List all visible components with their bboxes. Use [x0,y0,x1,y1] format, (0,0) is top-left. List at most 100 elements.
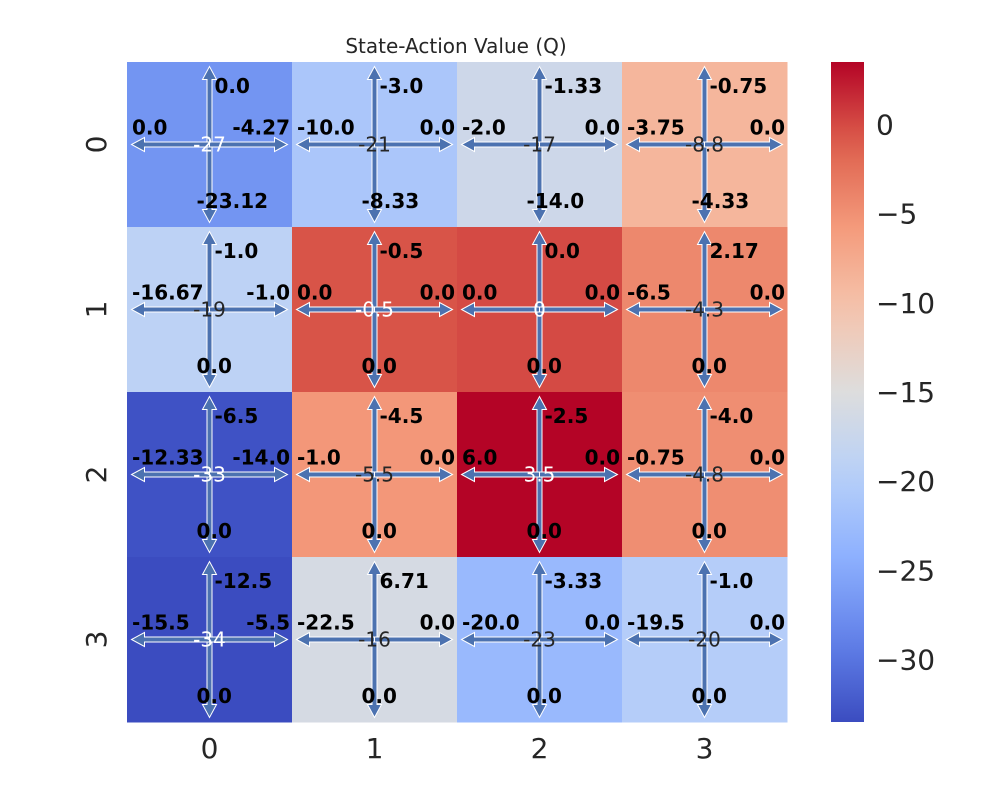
cell-value-label: -5.5 [355,463,394,487]
action-arrow-down [696,144,713,224]
action-arrow-up [531,560,548,640]
x-tick-label: 1 [366,732,384,765]
action-value-down: -23.12 [197,189,269,213]
cell-value-label: 3.5 [524,463,556,487]
colorbar: 0 −5 −10 −15 −20 −25 −30 [831,62,935,722]
action-arrow-down [366,474,383,554]
action-value-down: 0.0 [527,354,562,378]
action-arrow-left [130,136,210,153]
action-arrow-left [460,466,540,483]
action-arrow-right [704,466,784,483]
x-tick-label: 3 [696,732,714,765]
action-arrow-down [696,474,713,554]
action-arrow-left [460,631,540,648]
action-value-up: -12.5 [215,569,273,593]
cell-value-label: -34 [193,628,226,652]
action-value-up: -3.0 [380,74,424,98]
action-arrow-left [625,466,705,483]
colorbar-tick-label: −30 [876,644,935,677]
y-tick-label: 0 [80,136,113,154]
action-arrow-up [531,65,548,145]
action-arrow-right [704,136,784,153]
action-arrow-left [130,631,210,648]
action-value-left: -10.0 [297,116,355,140]
action-value-right: 0.0 [585,611,620,635]
colorbar-gradient [831,62,864,722]
colorbar-tick-label: −15 [876,376,935,409]
action-value-up: -6.5 [215,404,259,428]
cell-value-label: -27 [193,133,226,157]
action-arrow-right [374,631,454,648]
action-value-down: 0.0 [692,354,727,378]
y-tick-label: 2 [80,466,113,484]
action-arrow-down [366,144,383,224]
action-arrow-down [531,474,548,554]
action-arrow-up [531,395,548,475]
cell-value-label: -23 [523,628,556,652]
action-value-left: -22.5 [297,611,355,635]
action-value-right: 0.0 [585,281,620,305]
action-value-down: -4.33 [692,189,750,213]
action-value-up: -2.5 [545,404,589,428]
action-value-right: 0.0 [585,116,620,140]
cell-value-label: -16 [358,628,391,652]
heatmap-cells [127,62,788,723]
action-value-right: -14.0 [232,446,290,470]
action-value-down: -8.33 [362,189,420,213]
action-arrow-up [696,230,713,310]
action-arrow-right [539,631,619,648]
colorbar-tick-label: −20 [876,465,935,498]
action-arrow-down [366,309,383,389]
action-arrow-right [374,136,454,153]
action-arrow-up [696,65,713,145]
action-arrow-down [531,639,548,719]
action-arrow-up [201,65,218,145]
cell-value-label: -33 [193,463,226,487]
action-value-left: -6.5 [627,281,671,305]
action-arrow-left [625,631,705,648]
action-arrow-down [201,309,218,389]
action-value-right: 0.0 [750,281,785,305]
action-value-left: -1.0 [297,446,341,470]
colorbar-tick-label: −5 [876,198,917,231]
action-value-left: 0.0 [462,281,497,305]
action-value-down: -14.0 [527,189,585,213]
colorbar-tick-label: 0 [876,108,894,141]
action-value-right: 0.0 [420,116,455,140]
action-arrow-right [704,301,784,318]
action-arrow-left [295,466,375,483]
action-arrow-down [696,309,713,389]
action-value-down: 0.0 [362,519,397,543]
cell-value-label: -17 [523,133,556,157]
action-value-up: -3.33 [545,569,603,593]
action-arrow-right [209,466,289,483]
action-arrow-down [201,474,218,554]
cell-value-label: -8.8 [685,133,724,157]
action-value-up: 6.71 [380,569,429,593]
action-arrow-down [201,144,218,224]
action-arrow-right [374,466,454,483]
action-value-down: 0.0 [197,519,232,543]
action-arrow-up [696,560,713,640]
cell-value-label: -0.5 [355,298,394,322]
value-labels: -27 0.0 -23.12 0.0 -4.27 -21 -3.0 -8.33 -10.0 0.0… [132,74,785,708]
action-value-right: 0.0 [420,446,455,470]
action-arrow-up [531,230,548,310]
action-value-left: -2.0 [462,116,506,140]
action-arrow-left [625,301,705,318]
cell-value-label: -4.8 [685,463,724,487]
action-arrow-down [366,639,383,719]
action-value-down: 0.0 [527,519,562,543]
action-value-up: -4.5 [380,404,424,428]
action-arrow-left [295,136,375,153]
action-value-down: 0.0 [197,684,232,708]
action-arrow-up [696,395,713,475]
action-arrow-right [539,466,619,483]
action-arrow-right [209,136,289,153]
action-arrow-down [696,639,713,719]
action-arrow-up [201,560,218,640]
action-arrows [130,65,784,719]
cell-value-label: -21 [358,133,391,157]
action-value-down: 0.0 [692,519,727,543]
action-value-up: -0.75 [710,74,768,98]
